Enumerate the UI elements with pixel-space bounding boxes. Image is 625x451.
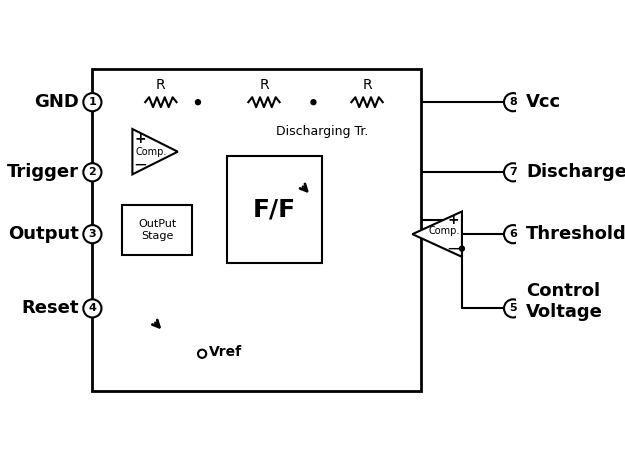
Bar [92, 69, 421, 391]
Circle shape [504, 163, 522, 181]
Bar [227, 156, 322, 263]
Circle shape [83, 93, 101, 111]
Text: Trigger: Trigger [8, 163, 79, 181]
Text: Discharging Tr.: Discharging Tr. [276, 124, 368, 138]
Text: −: − [133, 156, 147, 174]
Text: Comp.: Comp. [428, 226, 459, 236]
Text: Discharge: Discharge [526, 163, 625, 181]
Text: R: R [259, 78, 269, 92]
Circle shape [459, 246, 464, 251]
Text: +: + [448, 213, 459, 227]
Text: +: + [134, 132, 146, 146]
Circle shape [311, 100, 316, 105]
Polygon shape [412, 212, 462, 257]
Circle shape [198, 350, 206, 358]
Text: GND: GND [34, 93, 79, 111]
Text: OutPut
Stage: OutPut Stage [138, 219, 176, 241]
Text: ElectronicsHub.Org: ElectronicsHub.Org [203, 185, 350, 200]
Circle shape [83, 299, 101, 318]
Circle shape [504, 93, 522, 111]
Text: Vcc: Vcc [526, 93, 561, 111]
Circle shape [83, 225, 101, 243]
Text: 7: 7 [509, 167, 517, 177]
Text: 1: 1 [89, 97, 96, 107]
Text: 2: 2 [89, 167, 96, 177]
Text: Comp.: Comp. [135, 147, 167, 156]
Text: Control
Voltage: Control Voltage [526, 282, 603, 321]
Text: 5: 5 [509, 304, 517, 313]
Circle shape [504, 299, 522, 318]
Text: Vref: Vref [209, 345, 242, 359]
Text: −: − [447, 239, 461, 258]
Text: Output: Output [8, 225, 79, 243]
Circle shape [196, 100, 201, 105]
Text: R: R [362, 78, 372, 92]
Text: 6: 6 [509, 229, 517, 239]
Text: 8: 8 [509, 97, 517, 107]
Text: 3: 3 [89, 229, 96, 239]
Circle shape [504, 225, 522, 243]
Circle shape [83, 163, 101, 181]
Text: F/F: F/F [253, 198, 296, 221]
Text: R: R [156, 78, 166, 92]
Text: Threshold: Threshold [526, 225, 625, 243]
Polygon shape [132, 129, 178, 175]
Text: 4: 4 [89, 304, 96, 313]
Bar [122, 205, 192, 255]
Text: Reset: Reset [22, 299, 79, 318]
